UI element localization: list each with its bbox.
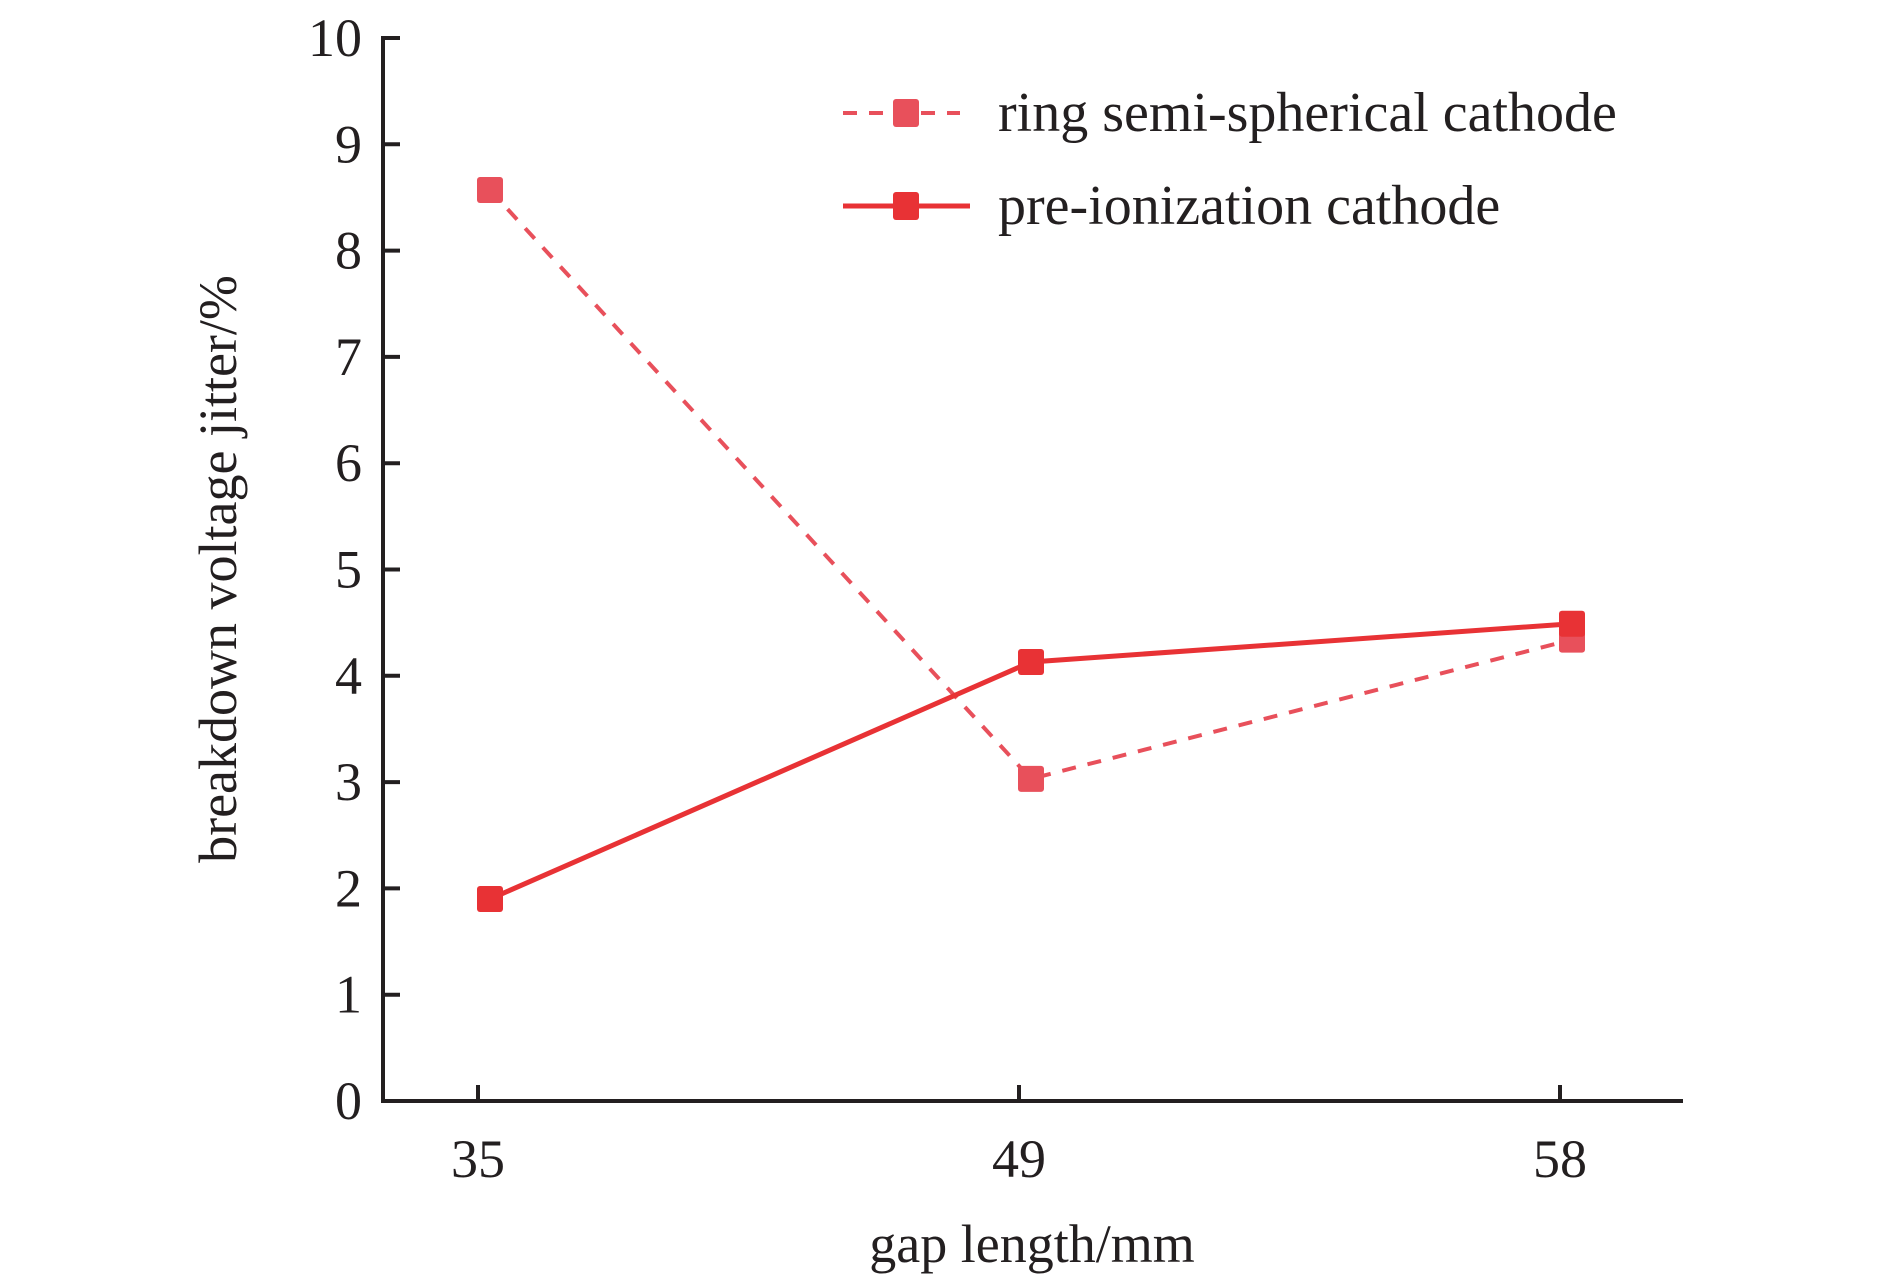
- legend-item-pre: pre-ionization cathode: [843, 175, 1500, 237]
- data-point: [1018, 765, 1044, 792]
- legend-item-ring: ring semi-spherical cathode: [843, 82, 1617, 144]
- y-tick-label: 8: [335, 221, 362, 281]
- y-tick-label: 4: [335, 646, 362, 706]
- data-point: [1559, 610, 1585, 637]
- data-point: [477, 886, 503, 913]
- y-tick-label: 3: [335, 752, 362, 812]
- legend-label-pre: pre-ionization cathode: [998, 175, 1500, 237]
- y-tick-label: 1: [335, 965, 362, 1025]
- y-tick-label: 2: [335, 858, 362, 918]
- y-tick-label: 5: [335, 540, 362, 600]
- legend: ring semi-spherical cathode pre-ionizati…: [843, 82, 1617, 237]
- data-point: [1018, 648, 1044, 675]
- series-line: [488, 188, 1573, 782]
- y-ticks: 0 1 2 3 4 5 6 7 8 9 10: [308, 8, 400, 1131]
- data-point: [477, 177, 503, 204]
- legend-marker-pre: [893, 192, 919, 220]
- x-ticks: 35 49 58: [451, 1085, 1587, 1189]
- y-axis-title: breakdown voltage jitter/%: [188, 275, 248, 863]
- x-tick-label: 35: [451, 1129, 505, 1189]
- x-tick-label: 58: [1533, 1129, 1587, 1189]
- y-tick-label: 0: [335, 1071, 362, 1131]
- legend-label-ring: ring semi-spherical cathode: [998, 82, 1617, 144]
- legend-marker-ring: [893, 99, 919, 127]
- y-tick-label: 9: [335, 114, 362, 174]
- x-axis-title: gap length/mm: [869, 1214, 1194, 1274]
- y-tick-label: 6: [335, 433, 362, 493]
- y-tick-label: 10: [308, 8, 362, 68]
- series-group: [477, 177, 1585, 913]
- x-tick-label: 49: [992, 1129, 1046, 1189]
- series-0: [477, 177, 1585, 792]
- y-tick-label: 7: [335, 327, 362, 387]
- series-1: [477, 610, 1585, 913]
